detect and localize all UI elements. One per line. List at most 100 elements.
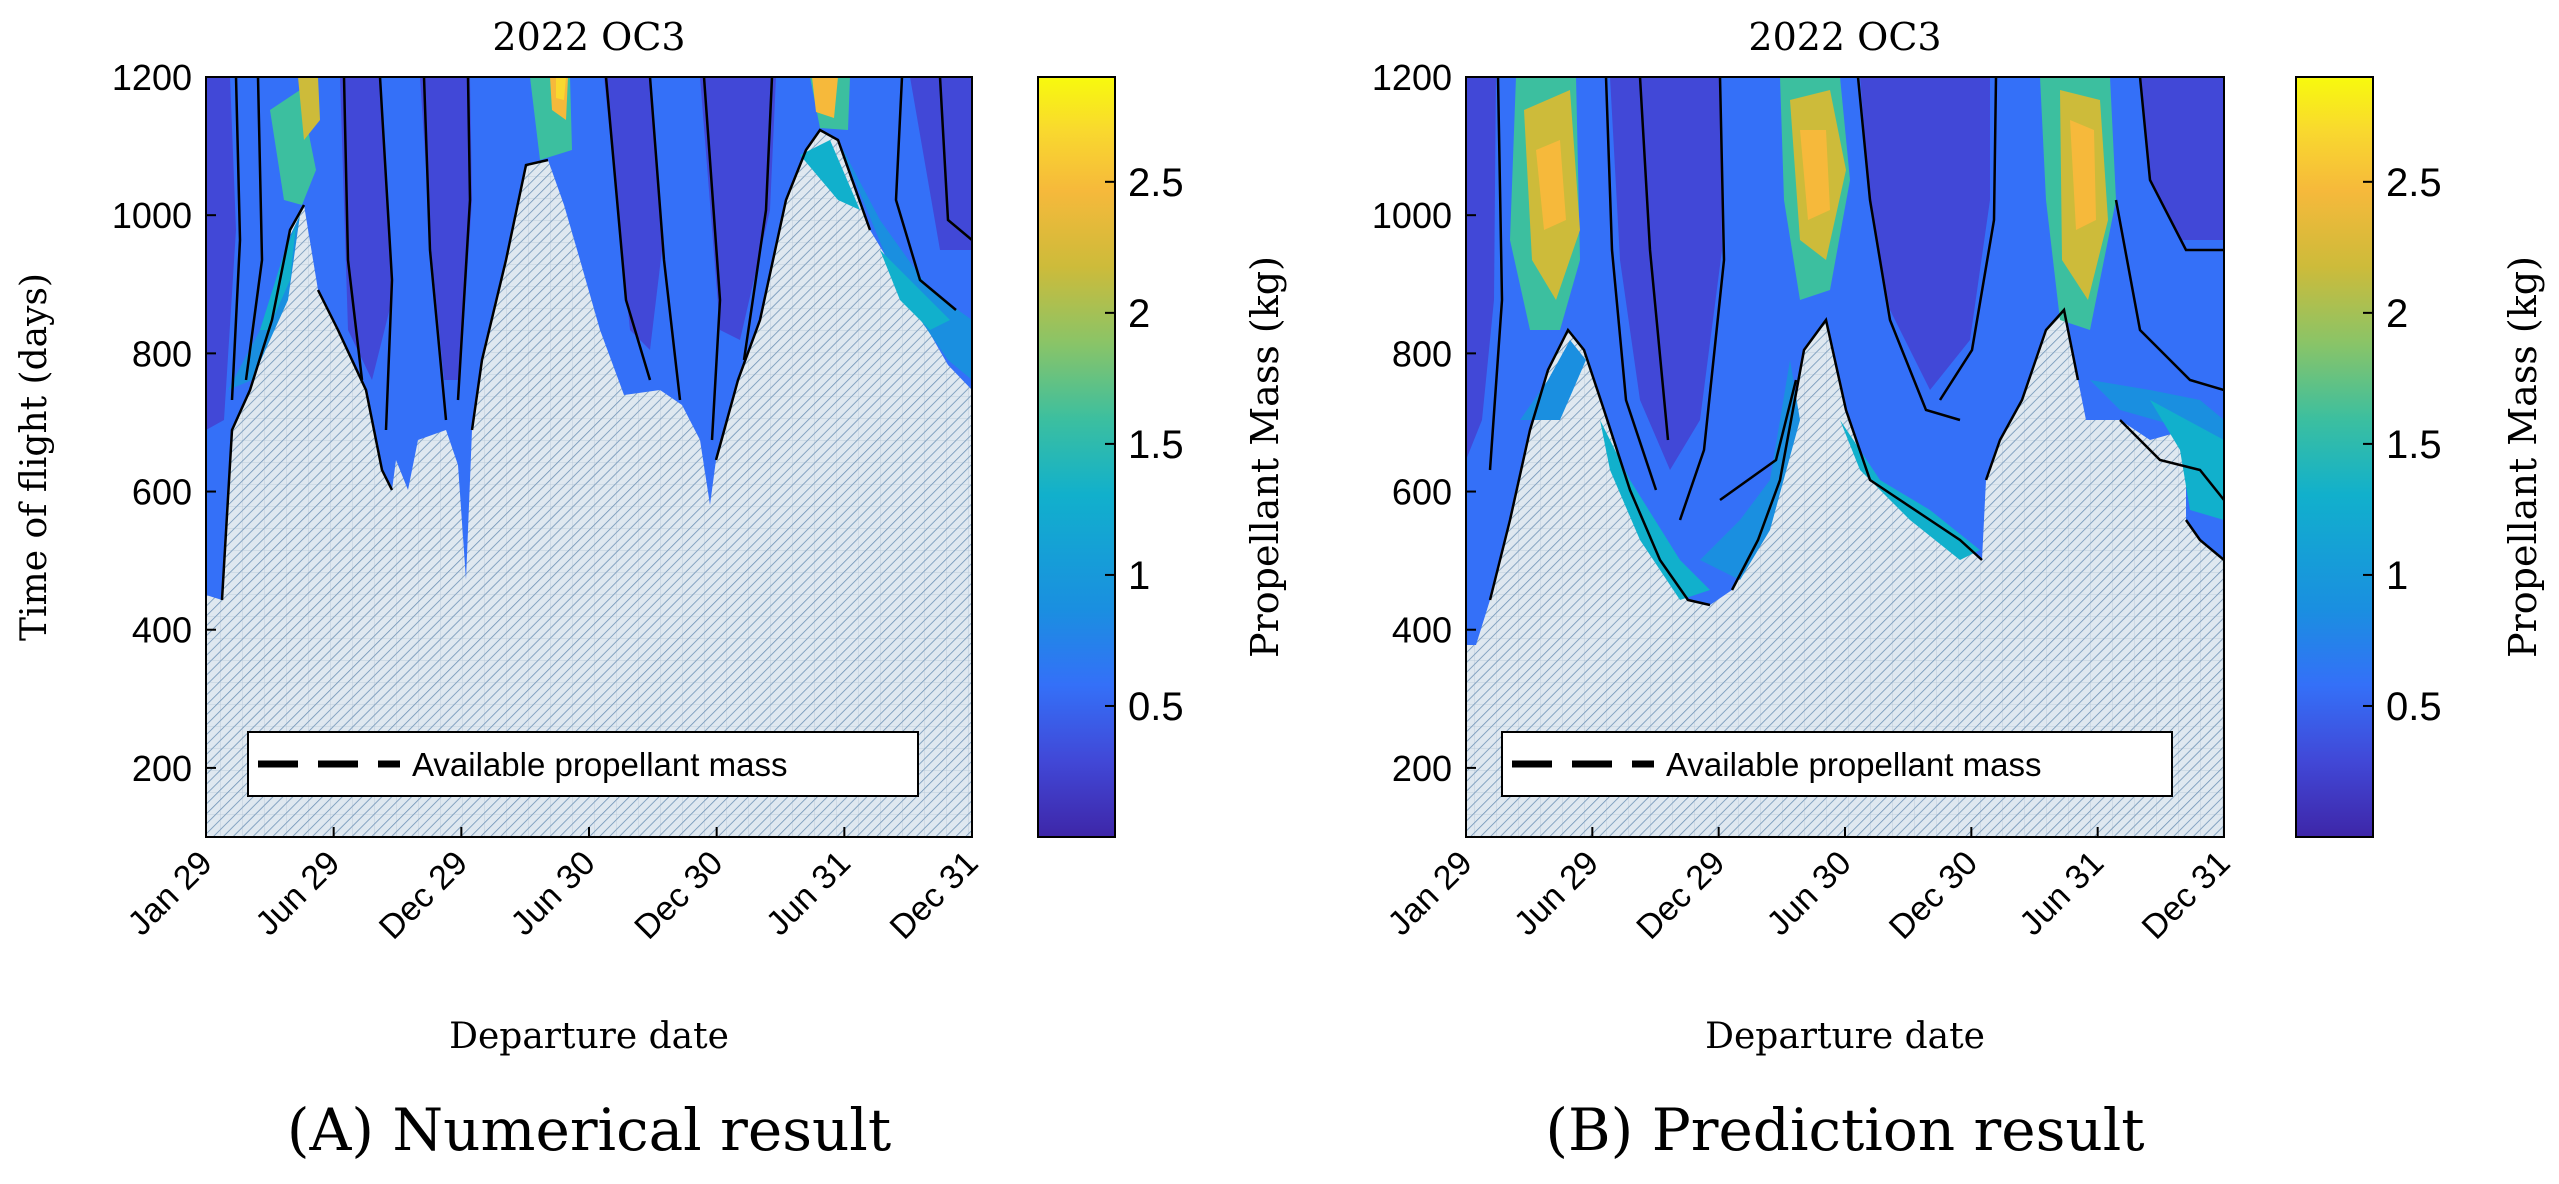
band-teal [880,250,950,330]
colorbar-tick-label: 2 [2386,292,2408,336]
band-mid [2090,380,2224,480]
band-mid [1520,340,1586,420]
contour-line [2119,419,2224,501]
band-yellow [1536,140,1566,230]
band-mid [228,215,300,390]
colorbar: 0.5 1 1.5 2 2.5 Propellant Mass (kg) [2295,76,2545,838]
colorbar-tick-label: 2.5 [1128,161,1184,205]
colorbar-scale [2295,76,2374,838]
contour-line [702,77,722,441]
x-tick-label: Jun 31 [2012,844,2111,943]
contour-lines [220,77,972,601]
band-yellow [2070,120,2096,230]
y-tick-label: 400 [132,610,192,651]
band-low [604,77,662,350]
y-tick-label: 1000 [1372,195,1452,236]
band-teal [800,140,860,210]
contour-line [938,77,972,241]
contour-line [2138,77,2224,252]
colorbar-ticks: 0.5 1 1.5 2 2.5 [1105,161,1184,729]
colorbar-tick-label: 1.5 [1128,423,1184,467]
contour-line [1730,317,1983,591]
band-teal [1840,420,1980,560]
x-tick-label: Jan 29 [1381,844,1480,943]
chart-title: 2022 OC3 [492,15,685,59]
feasible-region [206,77,972,600]
x-tick-label: Jun 31 [759,844,858,943]
legend: Available propellant mass [1501,731,2173,797]
y-axis-label: Time of flight (days) [14,273,55,641]
contour-line [1638,77,1670,441]
band-teal [2150,400,2224,520]
plot-area [1466,77,2224,837]
x-tick-label: Jun 29 [1507,844,1606,943]
colorbar: 0.5 1 1.5 2 2.5 Propellant Mass (kg) [1037,76,1287,838]
contour-line [220,204,306,601]
band-yellow [1800,130,1830,220]
colorbar-tick-label: 0.5 [1128,685,1184,729]
contour-line [244,77,264,381]
band-low [1610,77,1722,470]
legend: Available propellant mass [247,731,919,797]
legend-label: Available propellant mass [412,746,787,783]
x-tick-label: Jan 29 [121,844,220,943]
y-tick-label: 800 [1392,333,1452,374]
y-tick-label: 600 [132,472,192,513]
colorbar-label: Propellant Mass (kg) [1243,256,1287,658]
contour-line [1938,77,1998,401]
colorbar-scale [1037,76,1116,838]
contour-line [378,77,394,431]
contour-line [1488,77,1504,471]
y-tick-label: 600 [1392,472,1452,513]
colorbar-tick-label: 2 [1128,292,1150,336]
contour-line [894,77,957,311]
contour-line [1488,327,1711,607]
y-tick-label: 1200 [1372,57,1452,98]
band-low [420,77,472,380]
plot-area [206,77,972,837]
contour-line [714,128,872,461]
band-yellow [298,77,320,140]
contour-line [342,77,364,381]
band-low [1466,77,1496,460]
x-tick-label: Dec 30 [627,844,730,947]
contour-lines [1488,77,2224,607]
panel-a: 2022 OC3 [14,15,1287,1164]
contour-bands [1466,77,2224,600]
band-yellow [812,77,838,118]
colorbar-tick-label: 1.5 [2386,423,2442,467]
band-teal [1600,420,1710,600]
y-tick-label: 1000 [112,195,192,236]
colorbar-tick-label: 1 [1128,554,1150,598]
y-tick-label: 1200 [112,57,192,98]
chart-title: 2022 OC3 [1748,15,1941,59]
contour-line [230,77,242,401]
contour-line [1678,77,1726,521]
contour-line [316,289,394,491]
x-axis-label: Departure date [449,1016,729,1057]
contour-line [470,158,549,431]
y-tick-label: 400 [1392,610,1452,651]
legend-box [1501,731,2173,797]
x-tick-label: Jun 29 [248,844,347,943]
colorbar-label: Propellant Mass (kg) [2501,256,2545,658]
contour-line [742,77,774,361]
caption: (B) Prediction result [1545,1096,2144,1164]
band-low [206,77,236,430]
contour-line [1984,307,2080,481]
x-axis-label: Departure date [1705,1016,1985,1057]
panel-b: 2022 OC3 [1372,15,2545,1164]
band-yellow [556,77,566,100]
y-tick-label: 200 [132,748,192,789]
y-tick-label: 200 [1392,748,1452,789]
contour-line [1604,77,1658,491]
colorbar-tick-label: 0.5 [2386,685,2442,729]
x-tick-label: Jun 30 [1760,844,1859,943]
band-mid [1700,360,1800,580]
band-low [1860,77,1990,390]
y-tick-label: 800 [132,333,192,374]
colorbar-ticks: 0.5 1 1.5 2 2.5 [2363,161,2442,729]
contour-line [422,77,448,421]
x-tick-label: Dec 31 [883,844,986,947]
